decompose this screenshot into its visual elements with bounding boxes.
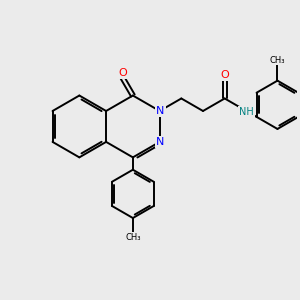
Text: O: O: [118, 68, 127, 78]
Text: N: N: [156, 137, 164, 147]
Text: CH₃: CH₃: [270, 56, 285, 64]
Text: CH₃: CH₃: [125, 233, 141, 242]
Text: O: O: [220, 70, 229, 80]
Text: N: N: [156, 106, 164, 116]
Text: NH: NH: [239, 106, 254, 117]
